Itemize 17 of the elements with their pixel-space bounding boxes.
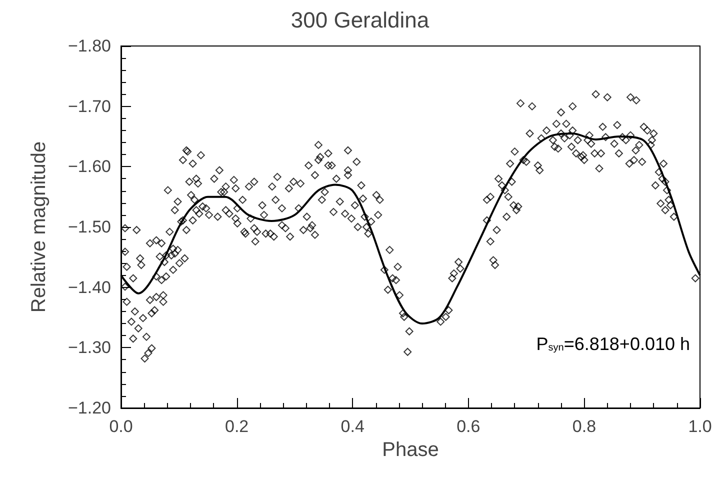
- y-tick-label: −1.50: [68, 218, 111, 236]
- x-tick-label: 0.6: [456, 417, 480, 436]
- x-tick-label: 1.0: [688, 417, 712, 436]
- annotation: Psyn=6.818+0.010 h: [536, 334, 690, 354]
- y-axis-title: Relative magnitude: [28, 141, 50, 313]
- y-tick-label: −1.80: [68, 36, 111, 56]
- y-tick-label: −1.40: [68, 278, 111, 297]
- x-tick-label: 0.4: [340, 417, 364, 436]
- chart-title: 300 Geraldina: [290, 8, 430, 32]
- y-tick-label: −1.30: [68, 338, 111, 358]
- x-tick-label: 0.0: [109, 417, 133, 436]
- y-tick-label: −1.70: [68, 96, 111, 116]
- x-tick-label: 0.8: [572, 417, 596, 436]
- y-tick-label: −1.20: [68, 398, 111, 418]
- y-tick-label: −1.60: [68, 157, 111, 176]
- x-tick-label: 0.2: [224, 417, 249, 436]
- x-axis-title: Phase: [382, 439, 439, 461]
